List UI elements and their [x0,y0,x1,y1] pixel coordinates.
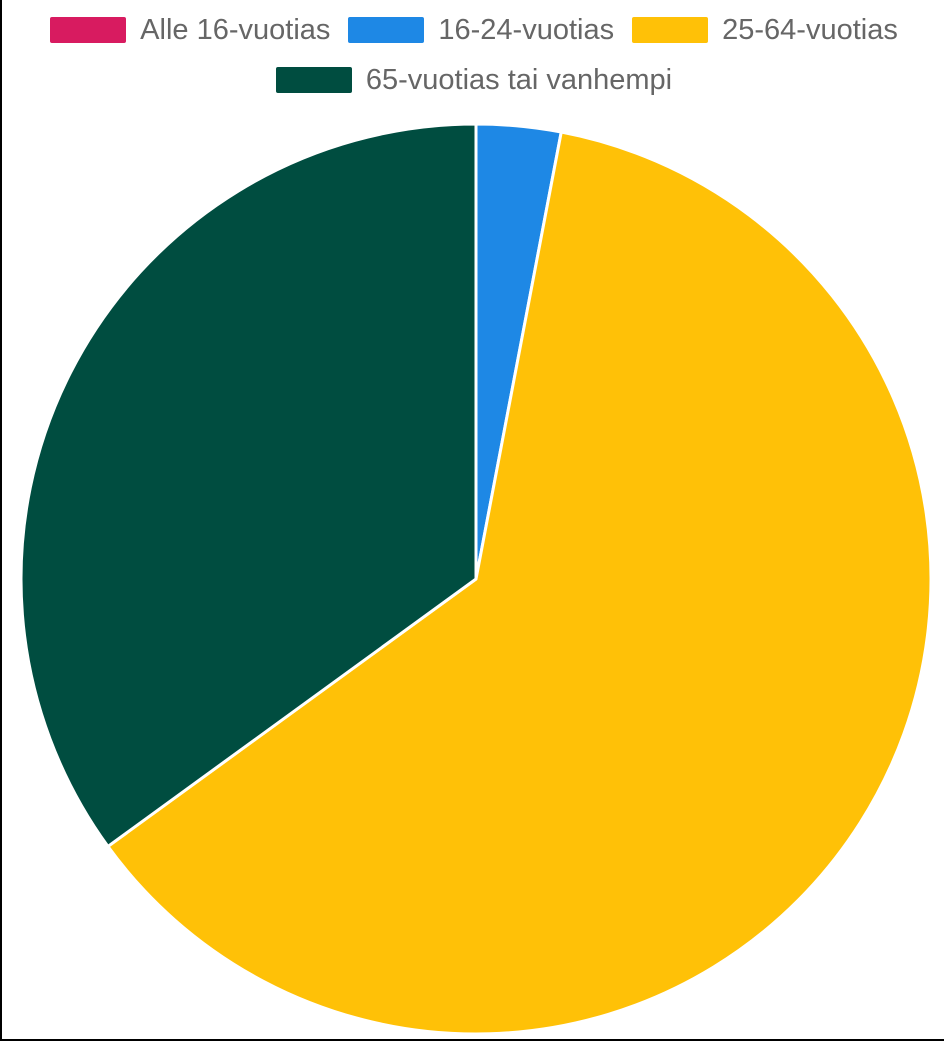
pie-slice-65-plus[interactable] [19,122,478,848]
legend-item-under-16[interactable]: Alle 16-vuotias [50,10,330,50]
legend-swatch-65-plus [275,67,352,93]
legend-swatch-16-24 [348,17,425,43]
legend-item-65-plus[interactable]: 65-vuotias tai vanhempi [275,60,673,100]
legend-item-16-24[interactable]: 16-24-vuotias [348,10,614,50]
legend-item-25-64[interactable]: 25-64-vuotias [632,10,898,50]
legend-label-16-24: 16-24-vuotias [438,14,615,46]
legend-swatch-under-16 [50,17,127,43]
legend-label-under-16: Alle 16-vuotias [140,14,331,46]
legend-label-65-plus: 65-vuotias tai vanhempi [365,64,673,96]
chart-legend: Alle 16-vuotias 16-24-vuotias 25-64-vuot… [2,10,944,100]
pie-slice-25-64[interactable] [106,130,933,1036]
legend-label-25-64: 25-64-vuotias [722,14,898,46]
legend-swatch-25-64 [632,17,709,43]
